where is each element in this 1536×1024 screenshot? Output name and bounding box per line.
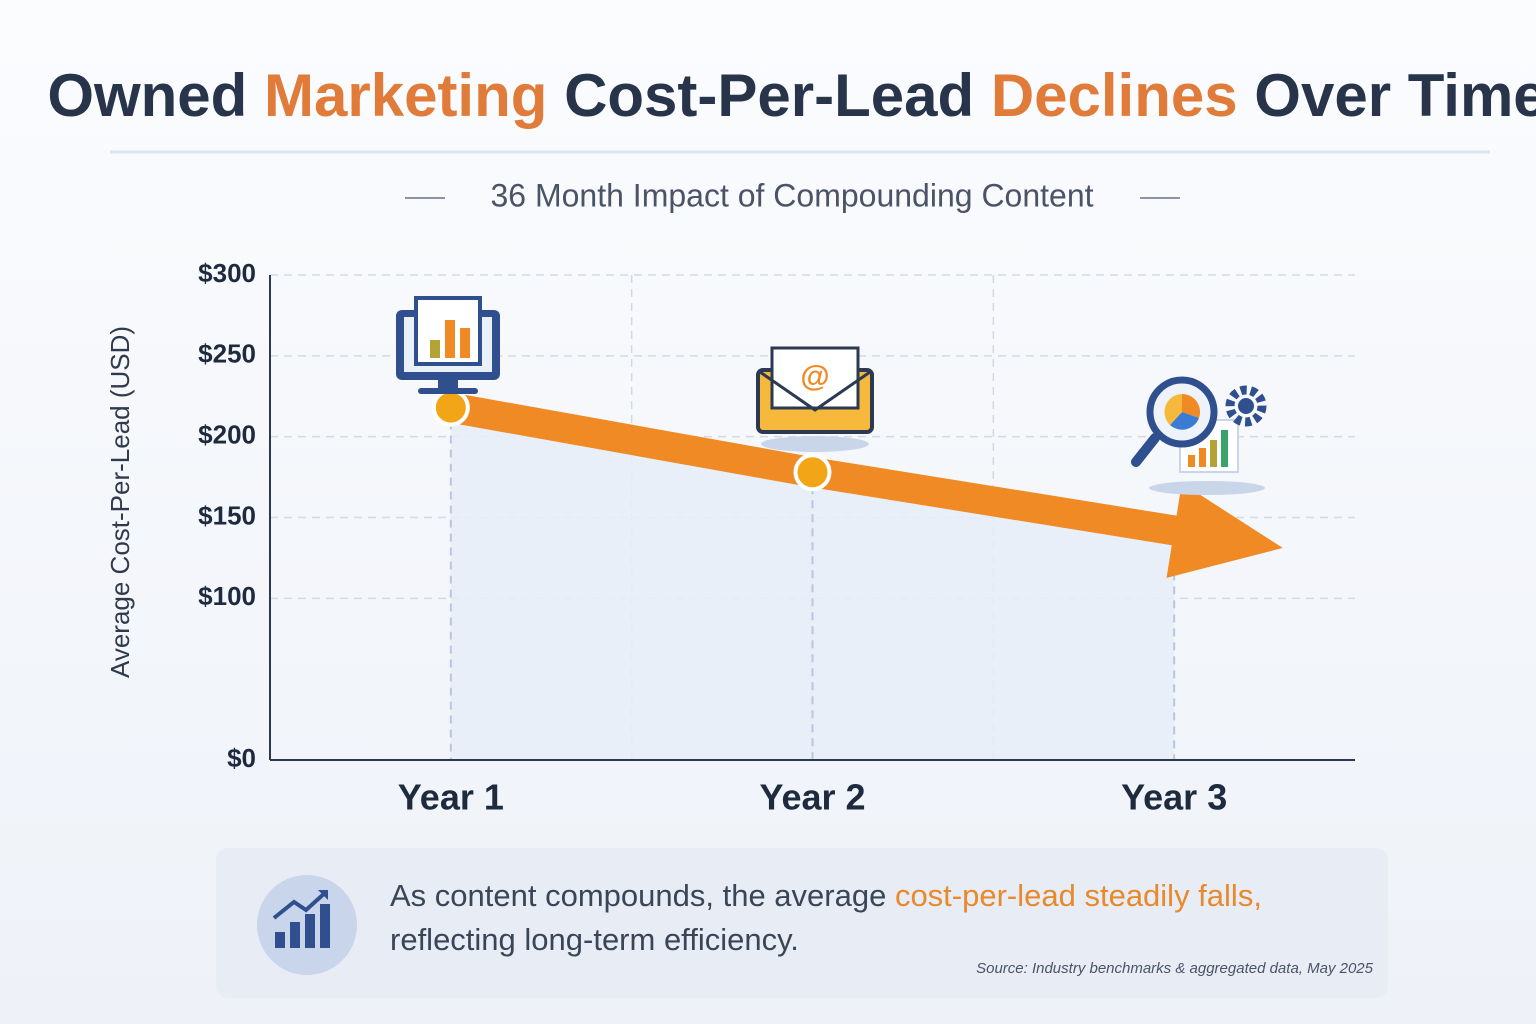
callout-box <box>216 848 1388 998</box>
arrow-head <box>1166 483 1283 578</box>
svg-text:@: @ <box>800 360 829 393</box>
y-axis-label: Average Cost-Per-Lead (USD) <box>105 326 135 678</box>
callout-icon <box>257 875 357 975</box>
title-part: Owned <box>47 62 264 129</box>
y-tick-label: $150 <box>198 500 256 530</box>
callout-text: reflecting long-term efficiency. <box>390 922 799 957</box>
title-part: Marketing <box>264 62 564 129</box>
title-part: Cost-Per-Lead <box>564 62 991 129</box>
point-marker <box>793 453 832 492</box>
x-tick-label: Year 1 <box>398 777 504 818</box>
analytics-icon <box>1131 376 1267 495</box>
title-part: Over Time <box>1254 62 1536 129</box>
source-note: Source: Industry benchmarks & aggregated… <box>976 960 1374 977</box>
monitor-icon <box>396 296 500 394</box>
title-part: Declines <box>991 62 1254 129</box>
chart-title: Owned Marketing Cost-Per-Lead Declines O… <box>47 62 1536 129</box>
y-tick-label: $0 <box>227 743 256 773</box>
callout-text: As content compounds, the average cost-p… <box>390 878 1262 913</box>
subtitle: 36 Month Impact of Compounding Content <box>490 177 1093 213</box>
y-tick-label: $250 <box>198 339 256 369</box>
x-tick-label: Year 2 <box>759 777 865 818</box>
email-icon: @ <box>756 346 874 452</box>
plot: $0 $100 $150 $200 $250 $300 Year 1 Year 2 Year 3 <box>198 258 1355 818</box>
y-tick-label: $100 <box>198 581 256 611</box>
y-tick-label: $300 <box>198 258 256 288</box>
x-tick-label: Year 3 <box>1121 777 1227 818</box>
y-tick-label: $200 <box>198 420 256 450</box>
area <box>450 407 1175 760</box>
point-marker <box>431 388 470 427</box>
